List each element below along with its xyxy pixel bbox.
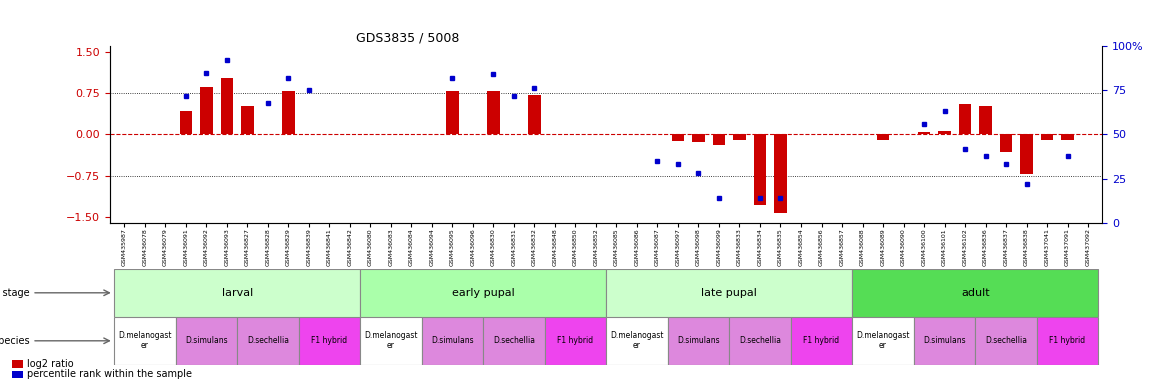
Bar bbox=[422, 317, 483, 365]
Bar bbox=[959, 104, 972, 134]
Bar bbox=[1036, 317, 1098, 365]
Text: percentile rank within the sample: percentile rank within the sample bbox=[27, 369, 191, 379]
Text: F1 hybrid: F1 hybrid bbox=[557, 336, 594, 345]
Bar bbox=[283, 91, 294, 134]
Bar bbox=[713, 134, 725, 146]
Bar bbox=[115, 317, 176, 365]
Bar bbox=[115, 269, 360, 317]
Bar bbox=[360, 269, 607, 317]
Bar bbox=[446, 91, 459, 134]
Text: early pupal: early pupal bbox=[452, 288, 514, 298]
Bar bbox=[179, 111, 192, 134]
Text: D.simulans: D.simulans bbox=[677, 336, 720, 345]
Bar bbox=[980, 106, 991, 134]
Bar bbox=[692, 134, 704, 142]
Text: D.melanogast
er: D.melanogast er bbox=[364, 331, 418, 351]
Text: D.simulans: D.simulans bbox=[923, 336, 966, 345]
Text: species: species bbox=[0, 336, 30, 346]
Bar bbox=[852, 317, 914, 365]
Bar bbox=[914, 317, 975, 365]
Bar bbox=[672, 134, 684, 141]
Bar bbox=[1041, 134, 1054, 140]
Text: D.simulans: D.simulans bbox=[185, 336, 228, 345]
Bar bbox=[606, 317, 668, 365]
Bar bbox=[775, 134, 786, 213]
Bar bbox=[488, 91, 499, 134]
Bar bbox=[791, 317, 852, 365]
Bar bbox=[754, 134, 767, 205]
Bar bbox=[200, 88, 213, 134]
Text: development stage: development stage bbox=[0, 288, 30, 298]
Bar bbox=[938, 131, 951, 134]
Bar bbox=[544, 317, 606, 365]
Text: adult: adult bbox=[961, 288, 990, 298]
Title: GDS3835 / 5008: GDS3835 / 5008 bbox=[356, 32, 460, 45]
Text: D.melanogast
er: D.melanogast er bbox=[856, 331, 910, 351]
Bar bbox=[1020, 134, 1033, 174]
Text: D.sechellia: D.sechellia bbox=[985, 336, 1027, 345]
Bar bbox=[241, 106, 254, 134]
Text: D.sechellia: D.sechellia bbox=[247, 336, 288, 345]
Bar bbox=[999, 134, 1012, 152]
Text: D.simulans: D.simulans bbox=[431, 336, 474, 345]
Text: D.melanogast
er: D.melanogast er bbox=[118, 331, 171, 351]
Bar bbox=[733, 134, 746, 140]
Bar bbox=[221, 78, 233, 134]
Bar bbox=[606, 269, 852, 317]
Bar bbox=[852, 269, 1098, 317]
Text: late pupal: late pupal bbox=[702, 288, 757, 298]
Bar bbox=[299, 317, 360, 365]
Bar bbox=[730, 317, 791, 365]
Text: larval: larval bbox=[221, 288, 252, 298]
Text: D.melanogast
er: D.melanogast er bbox=[610, 331, 664, 351]
Bar bbox=[1062, 134, 1073, 140]
Text: F1 hybrid: F1 hybrid bbox=[804, 336, 840, 345]
Bar bbox=[877, 134, 889, 140]
Text: log2 ratio: log2 ratio bbox=[27, 359, 73, 369]
Text: D.sechellia: D.sechellia bbox=[493, 336, 535, 345]
Bar bbox=[176, 317, 237, 365]
Text: F1 hybrid: F1 hybrid bbox=[1049, 336, 1085, 345]
Text: D.sechellia: D.sechellia bbox=[739, 336, 780, 345]
Bar bbox=[975, 317, 1036, 365]
Bar bbox=[237, 317, 299, 365]
Bar bbox=[360, 317, 422, 365]
Bar bbox=[918, 132, 930, 134]
Bar bbox=[528, 94, 541, 134]
Bar bbox=[668, 317, 730, 365]
Bar bbox=[483, 317, 544, 365]
Text: F1 hybrid: F1 hybrid bbox=[312, 336, 347, 345]
